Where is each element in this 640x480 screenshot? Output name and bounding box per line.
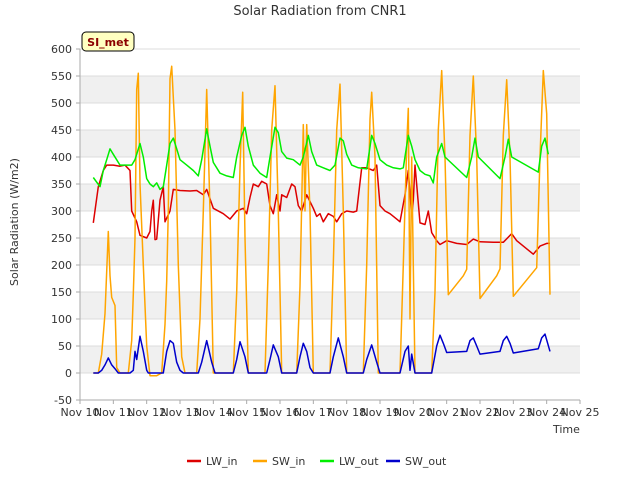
y-tick-label: 50 [58, 340, 72, 353]
x-axis-label: Time [552, 423, 580, 436]
legend-label-sw-in: SW_in [272, 455, 305, 468]
legend-label-lw-in: LW_in [206, 455, 238, 468]
series-line-sw-out [93, 333, 551, 374]
background-band [80, 130, 580, 157]
y-tick-label: 0 [65, 367, 72, 380]
x-tick-label: Nov 25 [561, 406, 600, 419]
x-tick-label: Nov 10 [61, 406, 100, 419]
station-badge: SI_met [81, 31, 135, 52]
y-tick-label: 100 [51, 313, 72, 326]
series-line-lw-in [92, 164, 550, 255]
station-badge-label: SI_met [87, 36, 129, 49]
x-tick-label: Nov 12 [127, 406, 166, 419]
y-tick-label: 300 [51, 205, 72, 218]
x-tick-label: Nov 18 [327, 406, 366, 419]
x-tick-label: Nov 17 [294, 406, 333, 419]
legend-label-lw-out: LW_out [339, 455, 379, 468]
x-tick-label: Nov 22 [461, 406, 500, 419]
series-line-lw-out [92, 126, 550, 191]
y-tick-label: 250 [51, 232, 72, 245]
series-lines [92, 65, 551, 377]
y-tick-label: 400 [51, 151, 72, 164]
y-tick-label: 600 [51, 43, 72, 56]
x-tick-label: Nov 23 [494, 406, 533, 419]
chart-title: Solar Radiation from CNR1 [233, 4, 406, 19]
y-axis-ticks: -50 0 50 100 150 200 250 300 350 400 450 500 550 600 [51, 43, 80, 407]
background-band [80, 184, 580, 211]
legend: LW_in SW_in LW_out SW_out [187, 455, 447, 468]
y-tick-label: 500 [51, 97, 72, 110]
y-tick-label: 450 [51, 124, 72, 137]
x-tick-label: Nov 15 [227, 406, 266, 419]
axes [79, 49, 580, 401]
x-tick-label: Nov 21 [427, 406, 466, 419]
y-tick-label: 350 [51, 178, 72, 191]
station-badge-box [81, 31, 135, 52]
x-tick-label: Nov 13 [161, 406, 200, 419]
x-tick-label: Nov 24 [527, 406, 566, 419]
x-tick-label: Nov 20 [394, 406, 433, 419]
x-tick-label: Nov 14 [194, 406, 233, 419]
y-axis-label: Solar Radiation (W/m2) [8, 158, 21, 286]
x-tick-label: Nov 16 [261, 406, 300, 419]
y-tick-label: 200 [51, 259, 72, 272]
y-tick-label: 550 [51, 70, 72, 83]
background-band [80, 76, 580, 103]
legend-label-sw-out: SW_out [405, 455, 447, 468]
x-tick-label: Nov 19 [361, 406, 400, 419]
background-band [80, 238, 580, 265]
x-tick-label: Nov 11 [94, 406, 133, 419]
background-band [80, 292, 580, 319]
y-tick-label: 150 [51, 286, 72, 299]
y-tick-label: -50 [54, 394, 72, 407]
